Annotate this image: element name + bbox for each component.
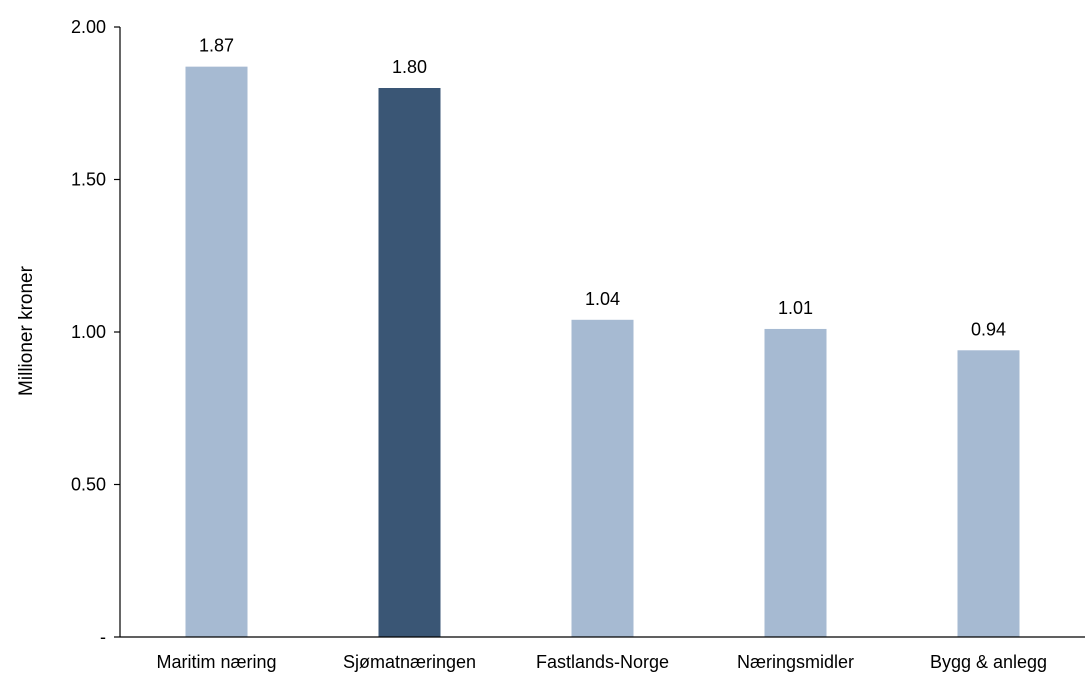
bars [185, 66, 1020, 637]
x-tick-label: Fastlands-Norge [536, 652, 669, 672]
y-tick-label: 1.50 [71, 170, 106, 190]
x-tick-label: Maritim næring [156, 652, 276, 672]
y-axis-title-group: Millioner kroner [16, 265, 37, 396]
bar-value-label: 1.04 [585, 289, 620, 309]
bar-value-label: 0.94 [971, 319, 1006, 339]
value-labels: 1.87 1.80 1.04 1.01 0.94 [199, 36, 1006, 340]
bar-value-label: 1.87 [199, 36, 234, 56]
bar-value-label: 1.01 [778, 298, 813, 318]
bar [764, 328, 827, 637]
bar [378, 88, 441, 637]
x-tick-label: Næringsmidler [737, 652, 854, 672]
y-tick-label: 1.00 [71, 322, 106, 342]
x-tick-label: Bygg & anlegg [930, 652, 1047, 672]
bar [957, 350, 1020, 637]
bar [185, 66, 248, 637]
y-tick-label: - [100, 627, 106, 647]
y-tick-label: 2.00 [71, 17, 106, 37]
x-axis-labels: Maritim næring Sjømatnæringen Fastlands-No… [156, 652, 1047, 672]
y-axis-ticks: - 0.50 1.00 1.50 2.00 [71, 17, 120, 647]
y-axis-title: Millioner kroner [16, 265, 37, 396]
y-tick-label: 0.50 [71, 475, 106, 495]
bar-value-label: 1.80 [392, 57, 427, 77]
bar [571, 319, 634, 637]
x-tick-label: Sjømatnæringen [343, 652, 476, 672]
